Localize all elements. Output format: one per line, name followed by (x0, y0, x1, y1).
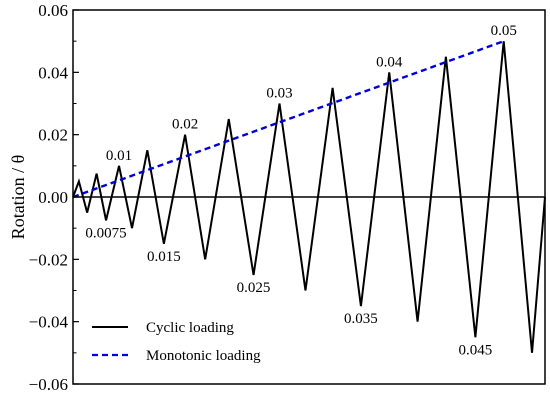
y-tick-label: 0.00 (38, 188, 68, 207)
legend: Cyclic loading Monotonic loading (92, 320, 261, 364)
peak-annotation: 0.03 (266, 86, 292, 102)
peak-annotation: 0.025 (237, 280, 271, 296)
annotation-layer: 0.01 0.0075 0.015 0.02 0.025 0.03 0.035 0.04 0.0… (85, 23, 516, 358)
legend-label-cyclic: Cyclic loading (146, 320, 234, 336)
peak-annotation: 0.035 (344, 311, 378, 327)
series-line-monotonic-loading (72, 40, 505, 199)
peak-annotation: 0.01 (106, 148, 132, 164)
y-tick-label: −0.02 (29, 250, 68, 269)
peak-annotation: 0.045 (459, 342, 493, 358)
y-axis-title: Rotation / θ (8, 155, 28, 240)
peak-annotation: 0.0075 (85, 225, 126, 241)
y-tick-label: 0.04 (38, 63, 68, 82)
y-tick-label: 0.02 (38, 126, 68, 145)
y-axis-ticks: 0.06 0.04 0.02 0.00 −0.02 −0.04 −0.06 (29, 1, 79, 394)
peak-annotation: 0.015 (147, 249, 181, 265)
peak-annotation: 0.02 (172, 117, 198, 133)
legend-label-monotonic: Monotonic loading (146, 348, 261, 364)
peak-annotation: 0.04 (376, 54, 403, 70)
y-tick-label: 0.06 (38, 1, 68, 20)
y-tick-label: −0.04 (29, 313, 69, 332)
peak-annotation: 0.05 (491, 23, 517, 39)
y-tick-label: −0.06 (29, 375, 68, 394)
